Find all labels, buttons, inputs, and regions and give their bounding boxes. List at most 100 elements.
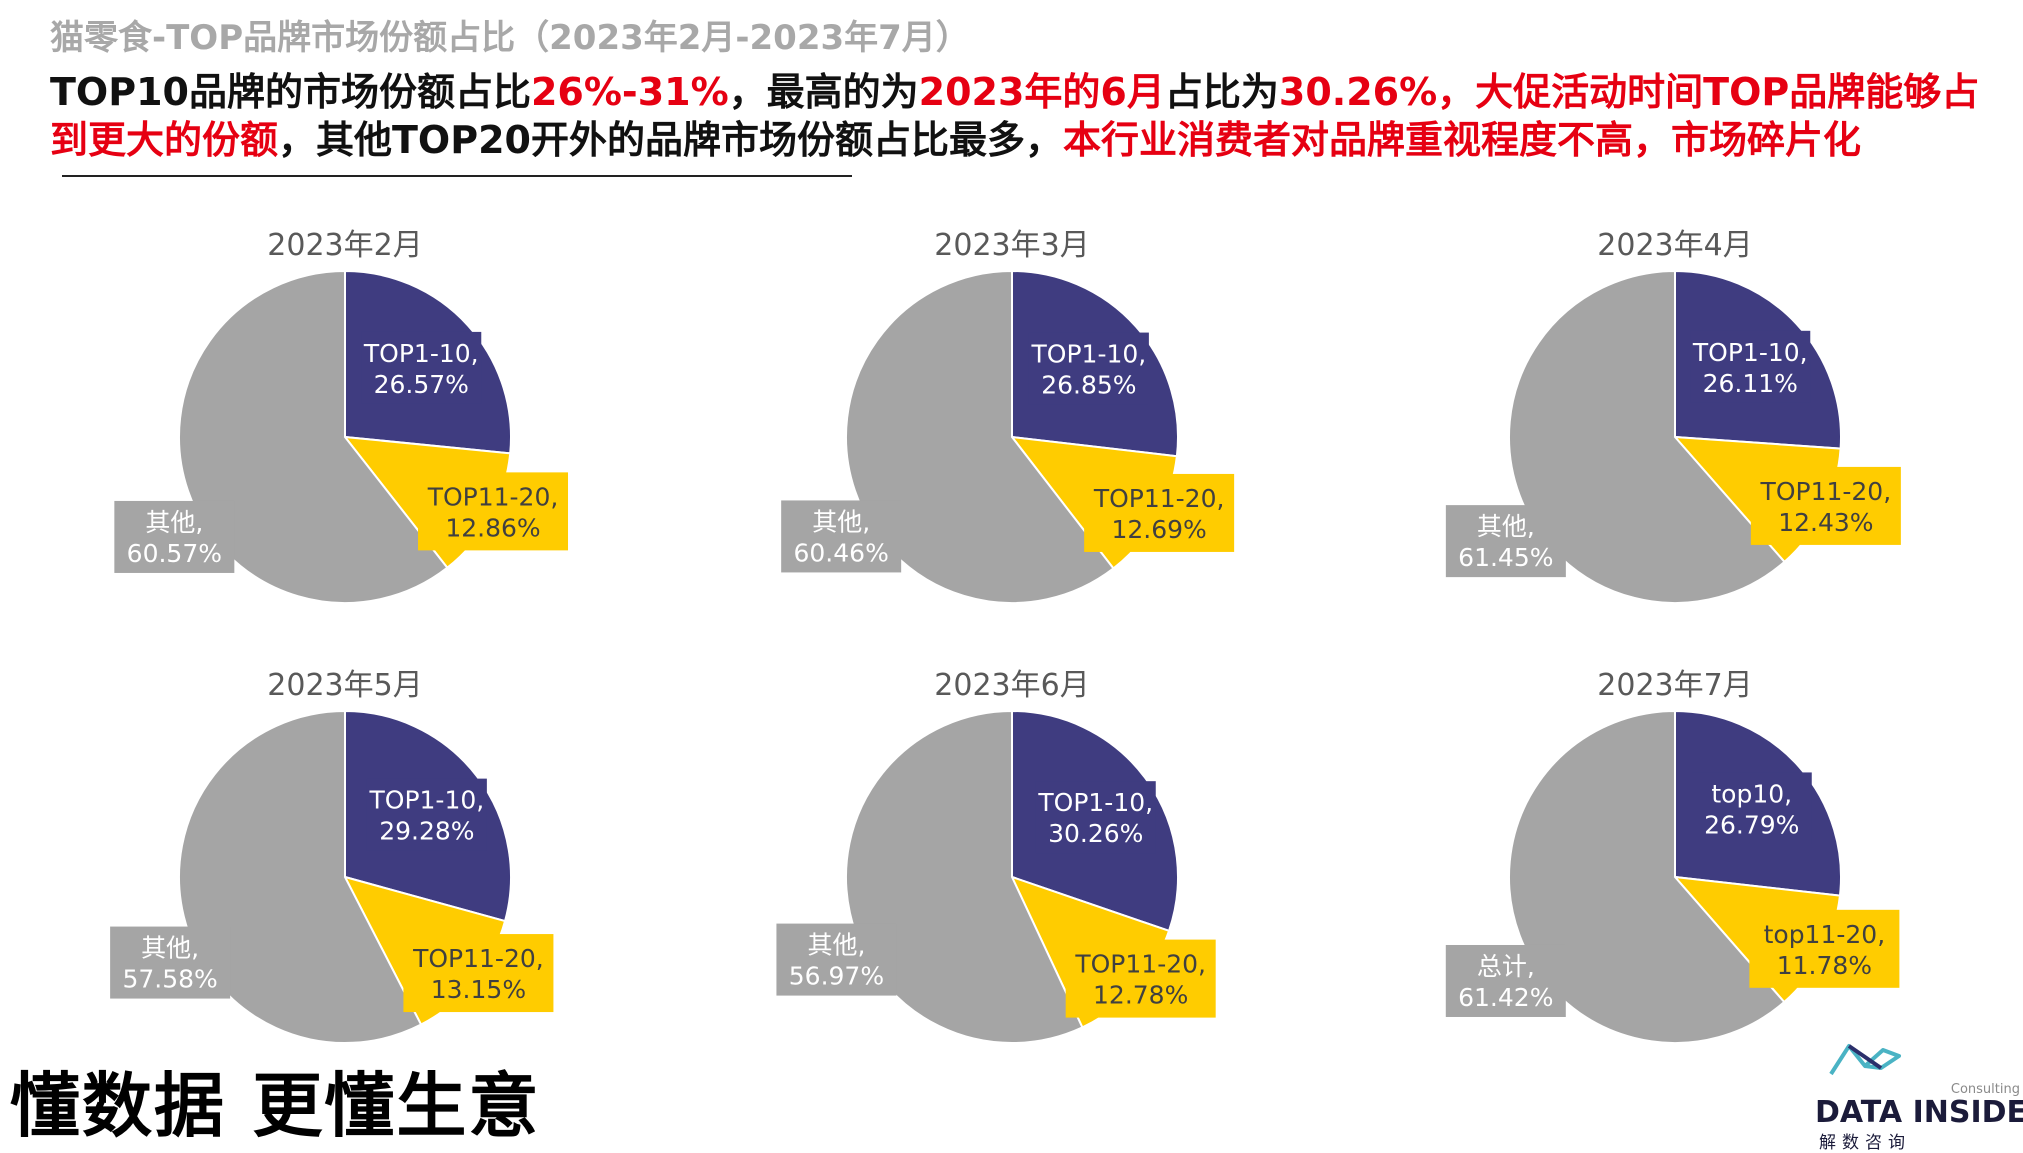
data-label-box [110,926,231,999]
data-label-box [1065,939,1216,1018]
headline-highlight: 本行业消费者对品牌重视程度不高，市场碎片化 [1062,118,1861,162]
slogan: 懂数据 更懂生意 [10,1065,541,1147]
headline-highlight: 26%-31% [530,70,729,114]
data-label-name: TOP1-10, [1031,340,1147,369]
data-label-name: top11-20, [1764,920,1886,949]
data-label-value: 60.57% [127,539,222,568]
data-label: TOP1-10,29.28% [366,778,487,851]
data-label: 其他,60.57% [114,500,235,573]
slice-other [178,709,423,1044]
data-label-name: 其他, [807,931,865,960]
headline-text: ，最高的为 [728,70,919,114]
slice-other [845,709,1084,1044]
data-label: 其他,60.46% [781,500,902,573]
data-label-value: 11.78% [1777,951,1872,980]
logo-consulting: Consulting [1950,1082,2020,1097]
data-label-box [1084,473,1235,552]
headline-text: ，其他TOP20开外的品牌市场份额占比最多， [278,118,1063,162]
data-label-box [361,331,482,404]
data-label-name: TOP1-10, [369,786,485,815]
data-label-box [418,472,569,551]
data-label: TOP11-20,13.15% [403,934,554,1013]
data-label: 总计,61.42% [1445,944,1566,1017]
data-label: 其他,61.45% [1445,505,1566,578]
data-label-value: 12.43% [1778,508,1873,537]
data-label-box [1750,466,1901,545]
data-label-value: 56.97% [789,962,884,991]
data-label-value: 29.28% [379,817,474,846]
data-label-value: 26.11% [1703,369,1798,398]
data-label-name: 其他, [812,507,870,536]
data-label-name: 总计, [1477,952,1535,981]
headline-highlight: 2023年的6月 [918,70,1165,114]
chart-title: 2023年2月 [267,228,422,263]
data-label-value: 26.79% [1704,810,1799,839]
data-label: TOP1-10,26.57% [361,331,482,404]
chart-title: 2023年6月 [934,668,1089,703]
data-label-value: 57.58% [122,965,217,994]
data-label-box [1035,781,1156,854]
pie-chart: 2023年2月 TOP1-10,26.57% TOP11-20,12.86% 其他,6… [114,228,569,604]
data-label-value: 30.26% [1048,819,1143,848]
data-label: TOP11-20,12.86% [418,472,569,551]
data-label: 其他,57.58% [110,926,231,999]
headline: TOP10品牌的市场份额占比26%-31%，最高的为2023年的6月占比为30.… [50,68,2000,164]
data-label-box [1445,944,1566,1017]
chart-title: 2023年4月 [1597,228,1752,263]
data-label-box [1445,505,1566,578]
data-label-box [1749,909,1900,988]
data-label-value: 12.78% [1093,981,1188,1010]
pie-chart: 2023年3月 TOP1-10,26.85% TOP11-20,12.69% 其他,6… [781,228,1235,604]
data-label-name: TOP11-20, [1760,477,1892,506]
data-label-name: TOP11-20, [412,944,544,973]
data-label-box [366,778,487,851]
data-label: 其他,56.97% [776,923,897,996]
pie-chart: 2023年7月 top10,26.79% top11-20,11.78% 总计,61.… [1445,668,1900,1044]
divider [62,175,852,177]
data-label-name: TOP1-10, [1037,788,1153,817]
data-label-box [781,500,902,573]
data-label: TOP11-20,12.69% [1084,473,1235,552]
data-label-name: top10, [1711,779,1792,808]
data-label-value: 61.45% [1458,543,1553,572]
data-label-name: TOP11-20, [1093,484,1225,513]
logo-name: DATA INSIDER [1815,1095,2023,1130]
data-label-value: 26.85% [1041,371,1136,400]
data-label-box [1690,330,1811,403]
data-label: TOP1-10,26.11% [1690,330,1811,403]
data-label-name: TOP11-20, [1074,950,1206,979]
pie-chart: 2023年6月 TOP1-10,30.26% TOP11-20,12.78% 其他,5… [776,668,1216,1044]
data-label-box [114,500,235,573]
slice-other [1508,269,1786,604]
pie-chart: 2023年4月 TOP1-10,26.11% TOP11-20,12.43% 其他,6… [1445,228,1901,604]
logo: Consulting DATA INSIDER 解数咨询 [1815,1040,2023,1153]
data-label-value: 13.15% [431,975,526,1004]
data-label-value: 26.57% [374,370,469,399]
slice-other [845,269,1115,604]
data-label-value: 12.86% [445,513,540,542]
data-label-name: 其他, [1477,512,1535,541]
data-label-box [1028,332,1149,405]
data-label: TOP11-20,12.43% [1750,466,1901,545]
data-label-value: 60.46% [794,538,889,567]
slice-other [178,269,449,604]
pie-chart: 2023年5月 TOP1-10,29.28% TOP11-20,13.15% 其他,5… [110,668,554,1044]
page-title: 猫零食-TOP品牌市场份额占比（2023年2月-2023年7月） [50,18,970,58]
data-label-value: 12.69% [1111,515,1206,544]
data-label-value: 61.42% [1458,983,1553,1012]
logo-sub: 解数咨询 [1819,1133,1911,1153]
headline-highlight: 30.26%，大促活动时间TOP品牌能够占到更大的份额 [50,70,1980,162]
data-label-box [403,934,554,1013]
data-label: TOP1-10,26.85% [1028,332,1149,405]
logo-mark-icon [1829,1044,1901,1076]
data-label: TOP1-10,30.26% [1035,781,1156,854]
chart-title: 2023年3月 [934,228,1089,263]
chart-title: 2023年5月 [267,668,422,703]
headline-text: 占比为 [1164,70,1279,114]
data-label-box [1691,772,1812,845]
data-label: top11-20,11.78% [1749,909,1900,988]
data-label-name: TOP11-20, [427,482,559,511]
data-label-name: 其他, [141,934,199,963]
headline-text: TOP10品牌的市场份额占比 [50,70,531,114]
